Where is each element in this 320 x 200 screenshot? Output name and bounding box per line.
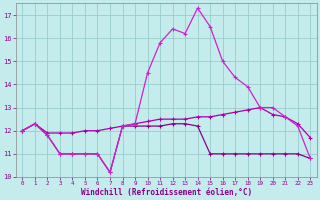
X-axis label: Windchill (Refroidissement éolien,°C): Windchill (Refroidissement éolien,°C) — [81, 188, 252, 197]
